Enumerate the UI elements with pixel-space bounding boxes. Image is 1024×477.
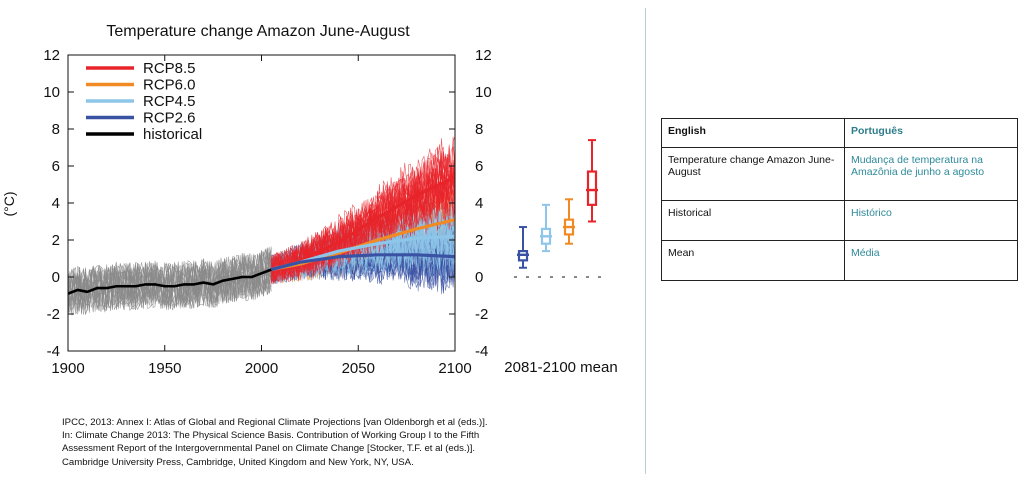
ensemble-line-historical [68,250,272,313]
y-tick-label-right: 0 [475,269,483,286]
table-header-row: English Português [661,118,1018,148]
y-tick-label-left: 8 [52,121,60,138]
y-tick-label-left: -4 [47,343,60,360]
ensemble-line-rcp85 [270,152,455,283]
y-tick-label-right: 8 [475,121,483,138]
header-portugues: Português [844,118,1018,148]
y-tick-label-right: -2 [475,306,488,323]
cell-english: Mean [661,240,845,281]
x-tick-label: 1900 [51,360,84,377]
legend-label: RCP8.5 [143,60,196,77]
table-row: Historical Histórico [661,200,1018,241]
y-tick-label-right: 10 [475,84,492,101]
table-row: Mean Média [661,240,1018,281]
x-tick-label: 1950 [148,360,181,377]
citation: IPCC, 2013: Annex I: Atlas of Global and… [62,416,622,469]
box-rcp85 [586,170,598,206]
y-tick-label-right: 4 [475,195,483,212]
chart-title: Temperature change Amazon June-August [106,23,410,40]
y-tick-label-left: -2 [47,306,60,323]
x-tick-label: 2050 [342,360,375,377]
y-tick-label-right: -4 [475,343,488,360]
series-line-historical [68,268,272,295]
table-row: Temperature change Amazon June-August Mu… [661,147,1018,201]
ensemble-member-lines [68,136,455,316]
y-tick-label-left: 0 [52,269,60,286]
x-tick-label: 2100 [438,360,471,377]
y-tick-label-right: 6 [475,158,483,175]
y-tick-label-left: 10 [43,84,60,101]
glossary-table: English Português Temperature change Ama… [661,118,1018,281]
y-tick-label-right: 2 [475,232,483,249]
legend-label: RCP2.6 [143,110,196,127]
x-tick-label: 2000 [245,360,278,377]
cell-english: Temperature change Amazon June-August [661,147,845,201]
chart: 1900 1950 2000 2050 2100-4 -4-2 -20 02 24 46 68 810… [1,23,618,377]
divider [645,8,646,474]
legend-label: RCP4.5 [143,93,196,110]
legend-label: RCP6.0 [143,77,196,94]
axes: 1900 1950 2000 2050 2100-4 -4-2 -20 02 24 46 68 810… [43,47,491,377]
y-tick-label-left: 6 [52,158,60,175]
y-tick-label-left: 12 [43,47,60,64]
citation-line: Cambridge University Press, Cambridge, U… [62,456,414,468]
mean-panel-label: 2081-2100 mean [504,359,617,376]
cell-portugues: Histórico [844,200,1018,241]
y-axis-label: (°C) [1,191,17,216]
y-tick-label-right: 12 [475,47,492,64]
citation-line: Assessment Report of the Intergovernment… [62,443,476,455]
mean-box-plots [514,139,604,278]
y-tick-label-left: 2 [52,232,60,249]
cell-portugues: Média [844,240,1018,281]
series-lines [68,175,455,295]
header-english: English [661,118,845,148]
cell-portugues: Mudança de temperatura na Amazônia de ju… [844,147,1018,201]
cell-english: Historical [661,200,845,241]
series-line-rcp26 [270,253,455,272]
legend-label: historical [143,126,202,143]
y-tick-label-left: 4 [52,195,60,212]
citation-line: IPCC, 2013: Annex I: Atlas of Global and… [62,417,488,428]
citation-line: In: Climate Change 2013: The Physical Sc… [62,430,480,442]
